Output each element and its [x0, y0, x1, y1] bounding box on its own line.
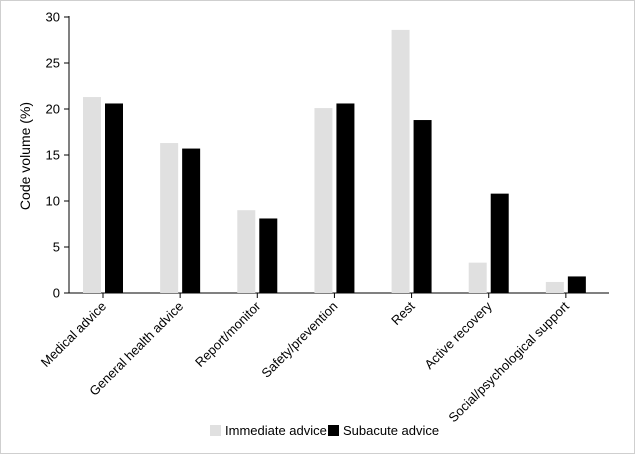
y-tick-label: 10	[46, 194, 60, 209]
bar-subacute	[182, 148, 201, 293]
y-tick-label: 0	[53, 286, 60, 301]
bar-subacute	[567, 276, 586, 293]
legend-swatch-subacute	[328, 425, 339, 436]
legend: Immediate advice Subacute advice	[210, 423, 439, 438]
bar-immediate	[83, 97, 101, 293]
y-tick-label: 25	[46, 56, 60, 71]
bar-immediate	[391, 29, 410, 293]
x-tick-label: Safety/prevention	[258, 299, 340, 381]
x-tick-label: Medical advice	[38, 299, 109, 370]
y-tick-label: 15	[46, 148, 60, 163]
bar-subacute	[490, 193, 509, 293]
y-tick-label: 20	[46, 102, 60, 117]
x-tick-label: Rest	[388, 298, 418, 328]
bar-subacute	[336, 103, 355, 293]
axes: 0 5 10 15 20 25 30	[46, 10, 609, 301]
bar-immediate	[160, 143, 179, 293]
legend-label: Subacute advice	[343, 423, 439, 438]
y-tick-label: 5	[53, 240, 60, 255]
bar-immediate	[237, 210, 256, 293]
bar-immediate	[468, 262, 487, 293]
x-tick-label: Active recovery	[421, 298, 495, 372]
y-tick-label: 30	[46, 10, 60, 25]
legend-swatch-immediate	[210, 425, 221, 436]
bars	[83, 29, 586, 293]
y-axis-title: Code volume (%)	[17, 102, 33, 210]
bar-immediate	[314, 108, 333, 293]
bar-immediate	[545, 281, 564, 293]
bar-subacute	[259, 218, 278, 293]
bar-subacute	[105, 103, 123, 293]
bar-subacute	[413, 120, 432, 293]
x-tick-label: Report/monitor	[192, 298, 264, 370]
legend-label: Immediate advice	[225, 423, 327, 438]
